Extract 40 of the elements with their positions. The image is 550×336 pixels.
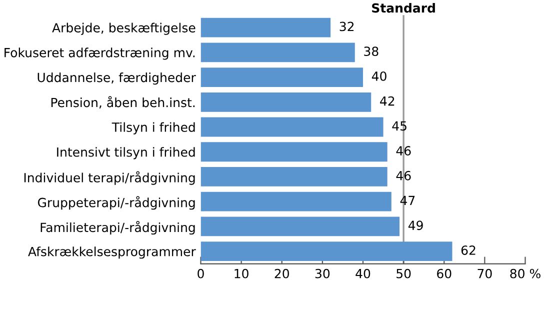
x-tick-label: 60 xyxy=(437,268,452,278)
y-tick-label: Tilsyn i frihed xyxy=(112,122,195,134)
y-tick-label: Arbejde, beskæftigelse xyxy=(52,22,196,35)
y-tick-label: Afskrækkelsesprogrammer xyxy=(28,246,196,259)
bar xyxy=(200,117,384,137)
data-label: 32 xyxy=(340,22,354,32)
y-tick-label: Pension, åben beh.inst. xyxy=(51,96,195,109)
data-label: 38 xyxy=(364,46,378,56)
data-label: 47 xyxy=(400,196,415,206)
bar xyxy=(200,167,388,186)
data-label: 49 xyxy=(408,220,423,230)
bar xyxy=(200,18,331,38)
x-tick-label: 40 xyxy=(356,268,370,278)
bar xyxy=(200,216,400,236)
x-tick-label: 50 xyxy=(396,268,411,278)
data-label: 62 xyxy=(461,246,476,255)
bar xyxy=(200,192,392,212)
x-tick-label: 30 xyxy=(315,268,330,278)
x-tick-label: 20 xyxy=(274,268,289,278)
x-tick-label: 80 % xyxy=(510,268,540,278)
bar xyxy=(200,68,363,87)
data-label: 42 xyxy=(380,96,394,106)
bar xyxy=(200,142,388,162)
y-tick-label: Intensivt tilsyn i frihed xyxy=(57,147,195,160)
bar xyxy=(200,242,452,262)
y-tick-label: Familieterapi/-rådgivning xyxy=(40,220,195,235)
x-tick-label: 0 xyxy=(198,268,204,278)
data-label: 46 xyxy=(396,146,411,156)
y-tick-label: Individuel terapi/rådgivning xyxy=(24,171,195,185)
bar xyxy=(200,42,355,62)
x-tick-label: 10 xyxy=(234,268,248,278)
ref-line-label: Standard xyxy=(372,3,435,13)
y-tick-label: Fokuseret adfærdstræning mv. xyxy=(4,48,195,60)
data-label: 40 xyxy=(372,71,386,81)
bar xyxy=(200,92,372,112)
y-tick-label: Gruppeterapi/-rådgivning xyxy=(38,196,195,210)
data-label: 46 xyxy=(396,170,411,180)
data-label: 45 xyxy=(392,121,406,131)
x-tick-label: 70 xyxy=(478,268,492,278)
y-tick-label: Uddannelse, færdigheder xyxy=(38,72,196,85)
